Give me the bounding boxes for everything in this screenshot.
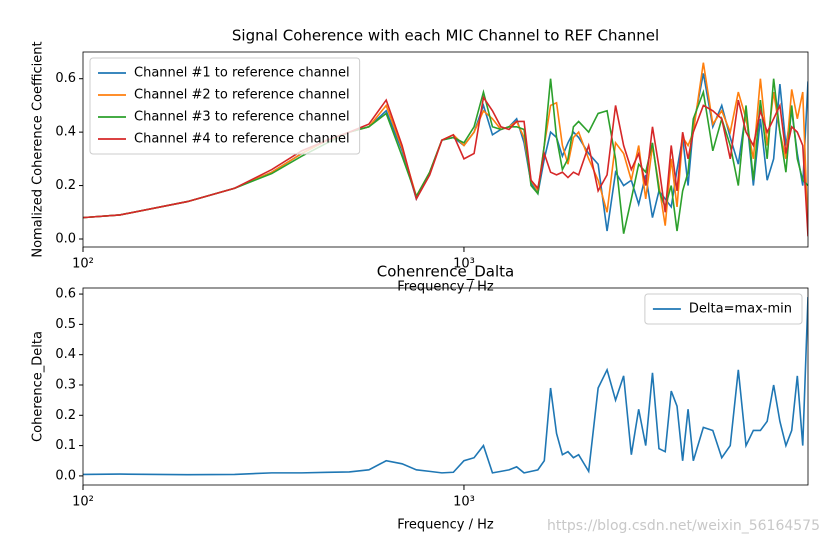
plot-lines <box>83 62 808 237</box>
axes-frame <box>82 287 809 486</box>
y-tick-label: 0.1 <box>55 438 76 453</box>
y-axis-label: Nomalized Coherence Coefficient <box>31 41 46 257</box>
y-tick-label: 0.6 <box>55 71 76 86</box>
plot-lines <box>83 297 808 476</box>
x-tick-label: 10³ <box>453 495 475 510</box>
y-tick-label: 0.4 <box>55 347 76 362</box>
chart-title: Cohenrence_Dalta <box>377 263 514 282</box>
y-tick-label: 0.4 <box>55 125 76 140</box>
x-tick-label: 10² <box>72 257 94 272</box>
legend-label: Channel #2 to reference channel <box>134 88 350 103</box>
y-tick-label: 0.3 <box>55 377 76 392</box>
legend-label: Channel #1 to reference channel <box>134 66 350 81</box>
series-line <box>83 297 808 476</box>
legend-label: Channel #4 to reference channel <box>134 132 350 147</box>
x-tick-label: 10³ <box>453 257 475 272</box>
y-tick-label: 0.2 <box>55 178 76 193</box>
x-axis-label: Frequency / Hz <box>397 280 494 295</box>
y-tick-label: 0.2 <box>55 408 76 423</box>
y-tick-label: 0.0 <box>55 468 76 483</box>
y-tick-label: 0.6 <box>55 287 76 302</box>
legend-label: Delta=max-min <box>689 302 792 317</box>
chart-title: Signal Coherence with each MIC Channel t… <box>232 27 659 45</box>
x-tick-label: 10² <box>72 495 94 510</box>
legend-label: Channel #3 to reference channel <box>134 110 350 125</box>
y-axis-label: Coherence_Delta <box>31 331 46 442</box>
axes-frame <box>82 51 809 248</box>
legend-box <box>644 293 803 325</box>
x-axis-label: Frequency / Hz <box>397 518 494 533</box>
y-tick-label: 0.5 <box>55 317 76 332</box>
legend-box <box>89 57 361 155</box>
series-line <box>83 95 808 237</box>
y-tick-label: 0.0 <box>55 231 76 246</box>
watermark: https://blog.csdn.net/weixin_56164575 <box>547 518 820 534</box>
series-line <box>83 78 808 234</box>
